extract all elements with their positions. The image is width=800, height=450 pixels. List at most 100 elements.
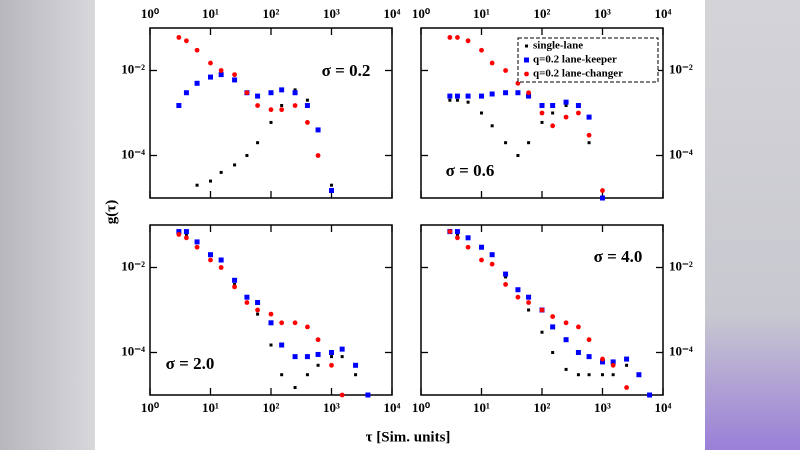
point: [280, 373, 284, 377]
point: [636, 372, 642, 378]
x-tick-label: 10⁰: [141, 6, 160, 21]
point: [600, 356, 605, 362]
point: [293, 88, 297, 92]
point: [232, 77, 238, 83]
point: [305, 373, 309, 377]
point: [208, 257, 213, 263]
point: [268, 320, 274, 326]
point: [292, 320, 298, 326]
point: [292, 354, 298, 360]
point: [551, 111, 555, 115]
point: [515, 294, 521, 300]
point: [465, 235, 471, 241]
point: [279, 107, 285, 113]
point: [244, 294, 250, 300]
point: [304, 354, 310, 360]
point: [504, 141, 508, 145]
legend-label: single-lane: [533, 40, 583, 52]
x-tick-label: 10³: [323, 400, 340, 415]
point: [563, 320, 569, 326]
point: [515, 80, 521, 86]
point: [563, 99, 569, 105]
point: [330, 183, 333, 187]
point: [601, 373, 604, 377]
point: [232, 72, 237, 78]
point: [465, 93, 471, 99]
legend-marker: [524, 71, 529, 77]
point: [293, 386, 297, 390]
y-tick-label: 10⁻⁴: [669, 343, 693, 358]
point: [575, 103, 581, 109]
y-tick-label: 10⁻²: [121, 61, 145, 76]
point: [209, 179, 212, 183]
annotation: σ = 2.0: [166, 354, 215, 373]
x-tick-label: 10²: [263, 6, 280, 21]
point: [527, 308, 531, 312]
point: [354, 373, 358, 377]
point: [244, 300, 250, 305]
point: [625, 363, 629, 367]
point: [194, 244, 200, 250]
point: [503, 282, 508, 287]
point: [550, 123, 556, 129]
y-tick-label: 10⁻⁴: [669, 146, 693, 161]
x-tick-label: 10²: [263, 400, 280, 415]
point: [232, 284, 237, 290]
point: [489, 252, 495, 258]
point: [489, 261, 495, 267]
point: [315, 351, 321, 357]
x-tick-label: 10⁰: [412, 6, 431, 21]
point: [329, 350, 334, 355]
x-tick-label: 10²: [534, 400, 551, 415]
point: [218, 257, 224, 263]
point: [479, 257, 484, 263]
point: [194, 80, 200, 86]
point: [526, 90, 531, 96]
x-tick-label: 10¹: [202, 6, 219, 21]
point: [539, 307, 545, 313]
annotation: σ = 0.2: [322, 61, 371, 80]
point: [551, 351, 555, 354]
point: [255, 103, 260, 108]
point: [515, 90, 521, 96]
point: [339, 392, 345, 398]
point: [184, 232, 188, 236]
point: [539, 103, 545, 109]
point: [539, 110, 545, 116]
legend-marker: [525, 44, 528, 48]
point: [255, 300, 261, 306]
point: [292, 90, 298, 96]
point: [576, 324, 581, 330]
x-tick-label: 10¹: [473, 6, 490, 21]
point: [465, 38, 471, 44]
point: [576, 373, 580, 377]
point: [587, 373, 591, 377]
point: [279, 320, 285, 326]
point: [610, 362, 616, 368]
point: [563, 114, 569, 120]
x-tick-label: 10⁴: [384, 400, 401, 415]
point: [218, 68, 224, 73]
annotation: σ = 4.0: [594, 247, 643, 266]
point: [479, 93, 484, 99]
point: [586, 337, 592, 343]
point: [624, 385, 629, 390]
point: [526, 93, 532, 99]
point: [365, 392, 371, 398]
point: [279, 87, 285, 93]
point: [255, 93, 261, 99]
x-tick-label: 10⁴: [655, 400, 672, 415]
point: [194, 239, 200, 245]
point: [575, 350, 581, 355]
point: [305, 120, 310, 125]
point: [269, 120, 273, 124]
point: [304, 103, 310, 109]
background-left: [0, 0, 95, 450]
point: [194, 47, 200, 53]
point: [586, 114, 592, 120]
x-tick-label: 10³: [594, 6, 611, 21]
point: [455, 35, 460, 40]
point: [232, 277, 238, 283]
point: [515, 287, 521, 293]
point: [564, 367, 568, 371]
